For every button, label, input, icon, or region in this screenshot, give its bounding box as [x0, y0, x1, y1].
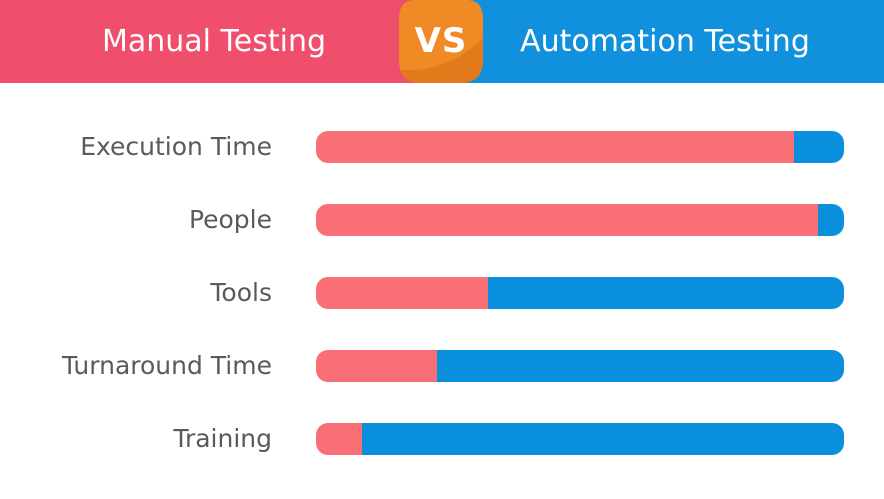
automation-testing-title: Automation Testing — [520, 24, 810, 59]
vs-badge: VS — [399, 0, 483, 83]
automation-testing-banner — [442, 0, 884, 83]
vs-badge-shape — [399, 0, 483, 83]
manual-testing-bar-segment — [316, 277, 488, 309]
automation-testing-bar-segment — [794, 131, 844, 163]
manual-testing-title: Manual Testing — [101, 24, 327, 59]
manual-testing-banner — [0, 0, 442, 83]
manual-testing-bar-segment — [316, 350, 437, 382]
automation-testing-bar-segment — [488, 277, 844, 309]
stacked-bar — [316, 423, 844, 455]
category-label: Training — [173, 424, 272, 453]
category-label: Execution Time — [80, 132, 272, 161]
stacked-bar — [316, 350, 844, 382]
manual-testing-bar-segment — [316, 423, 362, 455]
manual-testing-bar-segment — [316, 204, 818, 236]
category-label: People — [188, 205, 272, 234]
category-label: Tools — [210, 278, 272, 307]
category-label: Turnaround Time — [61, 351, 272, 380]
vs-label: VS — [414, 21, 468, 61]
stacked-bar — [316, 277, 844, 309]
comparison-header: Manual Testing Automation Testing VS — [0, 0, 884, 83]
stacked-bar — [316, 204, 844, 236]
manual-testing-bar-segment — [316, 131, 794, 163]
automation-testing-bar-segment — [362, 423, 844, 455]
automation-testing-bar-segment — [437, 350, 844, 382]
automation-testing-bar-segment — [818, 204, 844, 236]
stacked-bar — [316, 131, 844, 163]
